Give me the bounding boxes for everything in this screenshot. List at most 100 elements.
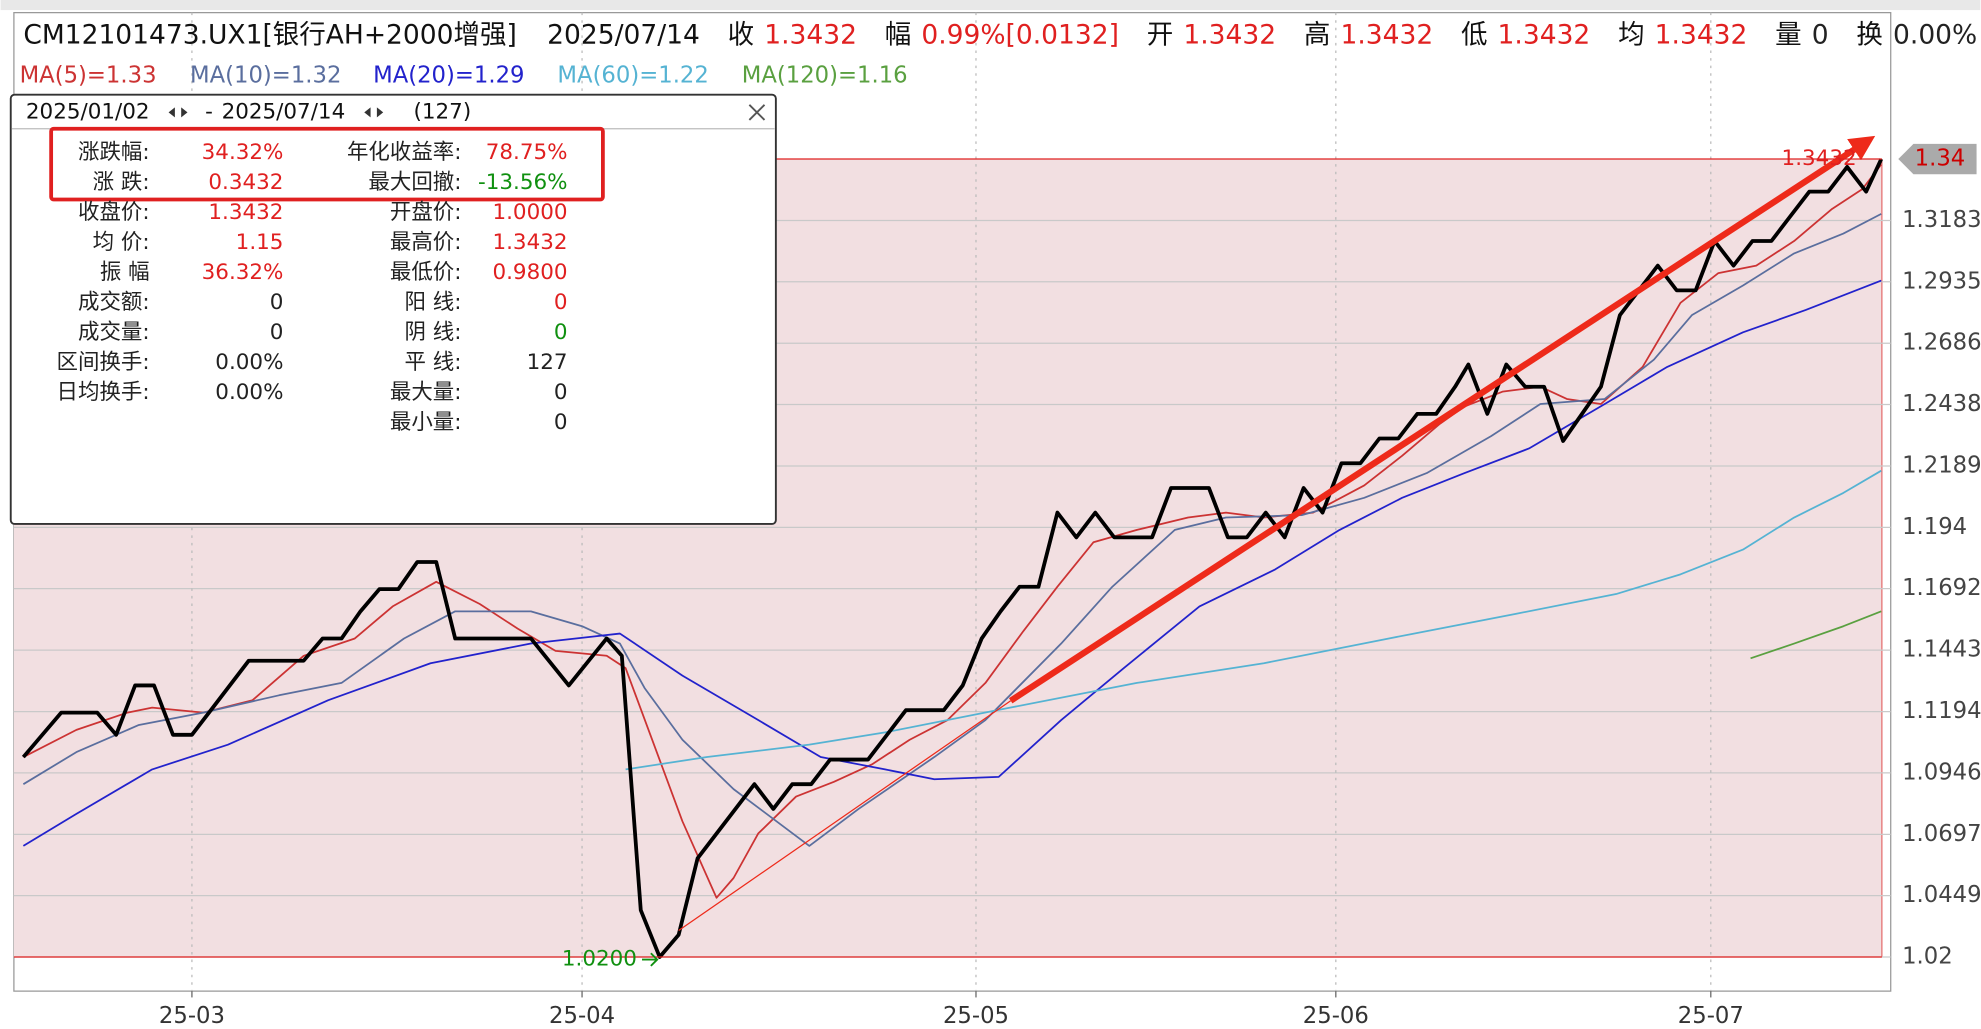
stat-label: 涨 跌: <box>93 170 150 195</box>
range-start: 2025/01/02 <box>26 99 150 124</box>
field-label: 均 <box>1618 19 1644 50</box>
legend-entry: MA(120)=1.16 <box>742 62 908 88</box>
x-tick-label: 25-07 <box>1678 1003 1744 1029</box>
y-tick-label: 1.194 <box>1902 514 1967 540</box>
stat-label: 阳 线: <box>405 290 462 315</box>
field-label: 收 <box>728 19 755 50</box>
x-tick-label: 25-04 <box>549 1003 615 1029</box>
stat-value: 0.9800 <box>492 260 567 285</box>
high-label: 1.3432 <box>1782 146 1857 171</box>
stat-value: 0 <box>554 290 568 315</box>
field-value: 1.3432 <box>1498 19 1591 50</box>
date: 2025/07/14 <box>547 19 700 50</box>
y-tick-label: 1.2438 <box>1902 391 1981 417</box>
legend: MA(5)=1.33 MA(10)=1.32 MA(20)=1.29 MA(60)=1… <box>20 62 908 88</box>
stat-label: 阴 线: <box>405 320 462 345</box>
field-value: 0.99%[0.0132] <box>921 19 1119 50</box>
field-label: 量 <box>1775 19 1801 50</box>
grid: 1.02 1.0449 1.0697 1.0946 1.1194 1.1443 1.1692… <box>13 12 1981 1029</box>
low-label: 1.0200 <box>562 947 637 972</box>
y-tick-label: 1.0946 <box>1902 759 1981 785</box>
menu-strip <box>0 0 1981 11</box>
stat-value: 0 <box>270 320 284 345</box>
stat-value: 0.00% <box>215 350 283 375</box>
stat-value: 36.32% <box>202 260 284 285</box>
stat-label: 最大量: <box>390 380 462 405</box>
field-value: 0 <box>1812 19 1829 50</box>
trend-arrow <box>1008 135 1876 704</box>
stat-label: 开盘价: <box>390 200 462 225</box>
y-tick-label: 1.3183 <box>1902 207 1981 233</box>
stat-label: 年化收益率: <box>347 140 462 165</box>
stat-value: 0 <box>554 380 568 405</box>
stat-value: 127 <box>527 350 568 375</box>
close-button[interactable] <box>748 104 766 121</box>
y-tick-label: 1.02 <box>1902 944 1953 970</box>
field-label: 高 <box>1304 19 1331 50</box>
stat-label: 平 线: <box>405 350 462 375</box>
lines <box>21 158 1883 959</box>
stat-value: 1.3432 <box>208 200 283 225</box>
series-line <box>22 213 1882 847</box>
stat-value: 0.00% <box>215 380 283 405</box>
field-label: 换 <box>1856 19 1882 50</box>
stat-value: 1.15 <box>236 230 284 255</box>
header: CM12101473.UX1[银行AH+2000增强] 2025/07/14 收 1.… <box>23 19 1981 50</box>
field-label: 开 <box>1147 19 1174 50</box>
range-count: (127) <box>414 99 472 124</box>
stat-label: 成交额: <box>78 290 150 315</box>
stat-value: 0 <box>270 290 284 315</box>
series-line <box>22 163 1882 899</box>
stat-label: 均 价: <box>93 230 150 255</box>
field-value: 1.3432 <box>1340 19 1433 50</box>
legend-entry: MA(10)=1.32 <box>190 62 341 88</box>
stat-label: 收盘价: <box>78 200 150 225</box>
legend-entry: MA(5)=1.33 <box>20 62 157 88</box>
stat-label: 最大回撤: <box>368 170 461 195</box>
low-pointer <box>642 952 659 967</box>
range-sep: - <box>205 99 213 124</box>
y-tick-label: 1.1194 <box>1902 698 1981 724</box>
stat-value: 0 <box>554 410 568 435</box>
stat-value: 34.32% <box>202 140 284 165</box>
stat-value: 1.0000 <box>492 200 567 225</box>
stat-value: -13.56% <box>478 170 568 195</box>
panel-box <box>9 93 777 525</box>
y-tick-label: 1.1443 <box>1902 637 1981 663</box>
series-line <box>21 158 1883 959</box>
field-value: 1.3432 <box>1183 19 1276 50</box>
stat-label: 最小量: <box>390 410 462 435</box>
stat-value: 1.3432 <box>492 230 567 255</box>
highlight-box <box>49 126 605 202</box>
stat-value: 0 <box>554 320 568 345</box>
y-tick-label: 1.0697 <box>1902 821 1981 847</box>
stat-label: 日均换手: <box>57 380 150 405</box>
stat-label: 振 幅 <box>100 260 150 285</box>
stat-label: 区间换手: <box>57 350 150 375</box>
x-tick-label: 25-05 <box>943 1003 1009 1029</box>
range-end: 2025/07/14 <box>222 99 346 124</box>
field-value: 1.3432 <box>764 19 857 50</box>
legend-entry: MA(20)=1.29 <box>373 62 524 88</box>
stat-label: 最高价: <box>390 230 462 255</box>
y-tick-label: 1.2189 <box>1902 452 1981 478</box>
stat-label: 最低价: <box>390 260 462 285</box>
last-tag <box>1898 143 1977 175</box>
field-label: 幅 <box>885 19 912 50</box>
stat-value: 78.75% <box>486 140 568 165</box>
stat-label: 成交量: <box>78 320 150 345</box>
legend-entry: MA(60)=1.22 <box>557 62 708 88</box>
series-line <box>1750 610 1882 660</box>
instrument: CM12101473.UX1[银行AH+2000增强] <box>23 19 516 50</box>
trend-thin <box>678 700 1012 932</box>
field-value: 0.00% <box>1893 19 1977 50</box>
stat-value: 0.3432 <box>208 170 283 195</box>
field-value: 1.3432 <box>1655 19 1748 50</box>
field-label: 低 <box>1461 19 1487 50</box>
y-tick-label: 1.1692 <box>1902 575 1981 601</box>
stat-label: 涨跌幅: <box>78 140 150 165</box>
stats-panel: 2025/01/02 -2025/07/14 (127) 涨跌幅: 34.32% 年化收益… <box>9 93 777 525</box>
